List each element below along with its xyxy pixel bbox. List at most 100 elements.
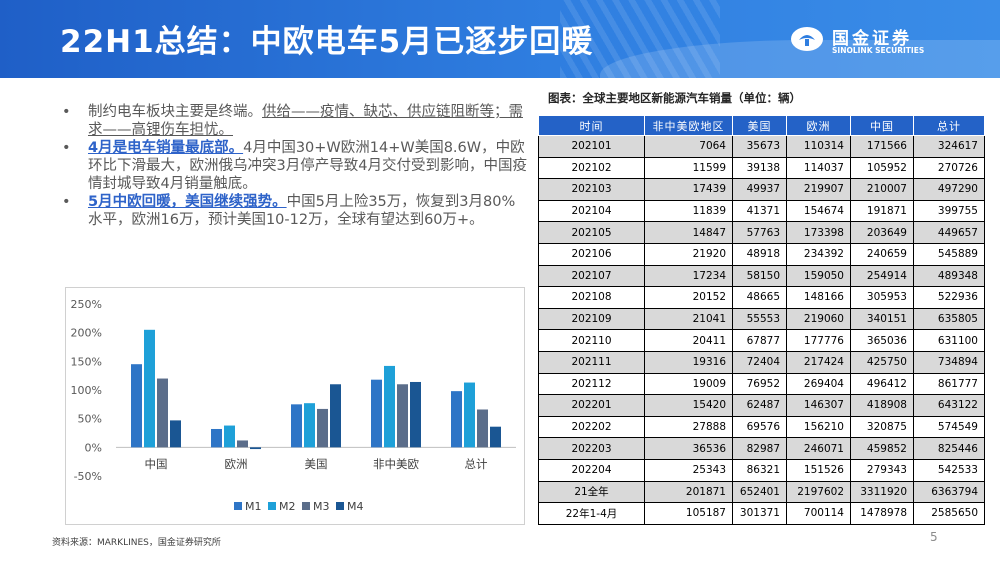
legend-label: M3	[313, 500, 330, 513]
value-cell: 148166	[786, 286, 851, 309]
value-cell: 418908	[850, 394, 914, 417]
value-cell: 21041	[644, 307, 733, 331]
bar-m4	[170, 420, 181, 448]
value-cell: 39138	[732, 156, 787, 180]
value-cell: 69576	[732, 415, 787, 439]
y-tick-label: 250%	[71, 298, 102, 311]
page-number: 5	[930, 530, 938, 544]
table-row: 21全年 201871 652401 2197602 3311920 6363794	[538, 480, 985, 504]
value-cell: 55553	[732, 307, 787, 331]
header-cell: 中国	[850, 115, 914, 136]
table-header-row: 时间 非中美欧地区 美国 欧洲 中国 总计	[538, 115, 985, 136]
header-stripe-decoration	[560, 0, 720, 78]
period-cell: 202204	[538, 458, 645, 482]
bar-m4	[490, 426, 501, 448]
value-cell: 20411	[644, 329, 733, 352]
bullet-text: 中国5月上险35万，恢复到3月80%水平，欧洲16万，预计美国10-12万，全球…	[88, 194, 516, 228]
value-cell: 320875	[850, 415, 914, 439]
sales-table: 时间 非中美欧地区 美国 欧洲 中国 总计 202101 7064 35673 110…	[538, 115, 985, 525]
value-cell: 700114	[786, 502, 851, 525]
bar-m3	[477, 409, 488, 448]
value-cell: 48665	[732, 286, 787, 309]
value-cell: 210007	[850, 178, 914, 201]
value-cell: 114037	[786, 156, 851, 180]
bullet-text: 制约电车板块主要是终端。	[88, 104, 262, 120]
period-cell: 202105	[538, 221, 645, 244]
value-cell: 191871	[850, 199, 914, 223]
bar-m1	[211, 428, 222, 448]
value-cell: 635805	[913, 307, 985, 331]
value-cell: 20152	[644, 286, 733, 309]
value-cell: 154674	[786, 199, 851, 223]
source-note: 资料来源：MARKLINES，国金证券研究所	[52, 538, 221, 548]
period-cell: 202111	[538, 350, 645, 374]
value-cell: 279343	[850, 458, 914, 482]
value-cell: 173398	[786, 221, 851, 244]
y-tick-label: 200%	[71, 327, 102, 340]
value-cell: 159050	[786, 264, 851, 288]
bar-m2	[144, 329, 155, 448]
value-cell: 425750	[850, 350, 914, 374]
value-cell: 67877	[732, 329, 787, 352]
value-cell: 58150	[732, 264, 787, 288]
bar-m2	[464, 382, 475, 448]
value-cell: 2197602	[786, 480, 851, 504]
company-logo: 国金证券 SINOLINK SECURITIES	[790, 24, 980, 60]
value-cell: 1478978	[850, 502, 914, 525]
value-cell: 449657	[913, 221, 985, 244]
period-cell: 202108	[538, 286, 645, 309]
period-cell: 202109	[538, 307, 645, 331]
value-cell: 41371	[732, 199, 787, 223]
summary-bullets: • 制约电车板块主要是终端。供给——疫情、缺芯、供应链阻断等；需求——高锂伤车担…	[60, 103, 528, 229]
header-cell: 总计	[913, 115, 985, 136]
table-row: 202102 11599 39138 114037 105952 270726	[538, 156, 985, 180]
period-cell: 22年1-4月	[538, 502, 645, 525]
period-cell: 202110	[538, 329, 645, 352]
value-cell: 105952	[850, 156, 914, 180]
table-row: 202110 20411 67877 177776 365036 631100	[538, 329, 985, 352]
header-cell: 非中美欧地区	[644, 115, 733, 136]
header-banner: 22H1总结：中欧电车5月已逐步回暖 国金证券 SINOLINK SECURIT…	[0, 0, 1000, 78]
bar-m3	[237, 440, 248, 448]
table-row: 22年1-4月 105187 301371 700114 1478978 2585650	[538, 502, 985, 525]
table-title: 图表：全球主要地区新能源汽车销量（单位：辆）	[548, 91, 801, 105]
value-cell: 156210	[786, 415, 851, 439]
period-cell: 202101	[538, 135, 645, 158]
value-cell: 203649	[850, 221, 914, 244]
table-row: 202111 19316 72404 217424 425750 734894	[538, 350, 985, 374]
y-tick-label: 100%	[71, 384, 102, 397]
x-category-label: 非中美欧	[373, 457, 419, 471]
header-cell: 欧洲	[786, 115, 851, 136]
value-cell: 643122	[913, 394, 985, 417]
value-cell: 489348	[913, 264, 985, 288]
table-row: 202202 27888 69576 156210 320875 574549	[538, 415, 985, 439]
table-row: 202204 25343 86321 151526 279343 542533	[538, 458, 985, 482]
legend-label: M2	[279, 500, 296, 513]
period-cell: 202203	[538, 437, 645, 460]
bullet-highlight: 5月中欧回暖，美国继续强势。	[88, 194, 287, 210]
value-cell: 146307	[786, 394, 851, 417]
value-cell: 631100	[913, 329, 985, 352]
value-cell: 7064	[644, 135, 733, 158]
bullet-item: • 制约电车板块主要是终端。供给——疫情、缺芯、供应链阻断等；需求——高锂伤车担…	[60, 103, 528, 139]
logo-english-name: SINOLINK SECURITIES	[832, 46, 925, 55]
value-cell: 15420	[644, 394, 733, 417]
period-cell: 202102	[538, 156, 645, 180]
bullet-dot: •	[62, 140, 71, 156]
table-row: 202106 21920 48918 234392 240659 545889	[538, 242, 985, 266]
value-cell: 270726	[913, 156, 985, 180]
value-cell: 301371	[732, 502, 787, 525]
bar-m1	[291, 404, 302, 448]
table-row: 202109 21041 55553 219060 340151 635805	[538, 307, 985, 331]
bullet-item: • 4月是电车销量最底部。4月中国30+W欧洲14+W美国8.6W，中欧环比下滑…	[60, 139, 528, 193]
value-cell: 17234	[644, 264, 733, 288]
value-cell: 6363794	[913, 480, 985, 504]
table-row: 202101 7064 35673 110314 171566 324617	[538, 135, 985, 158]
period-cell: 202103	[538, 178, 645, 201]
value-cell: 27888	[644, 415, 733, 439]
value-cell: 219907	[786, 178, 851, 201]
value-cell: 72404	[732, 350, 787, 374]
value-cell: 545889	[913, 242, 985, 266]
bar-m2	[384, 365, 395, 448]
logo-mark-icon	[791, 27, 823, 51]
